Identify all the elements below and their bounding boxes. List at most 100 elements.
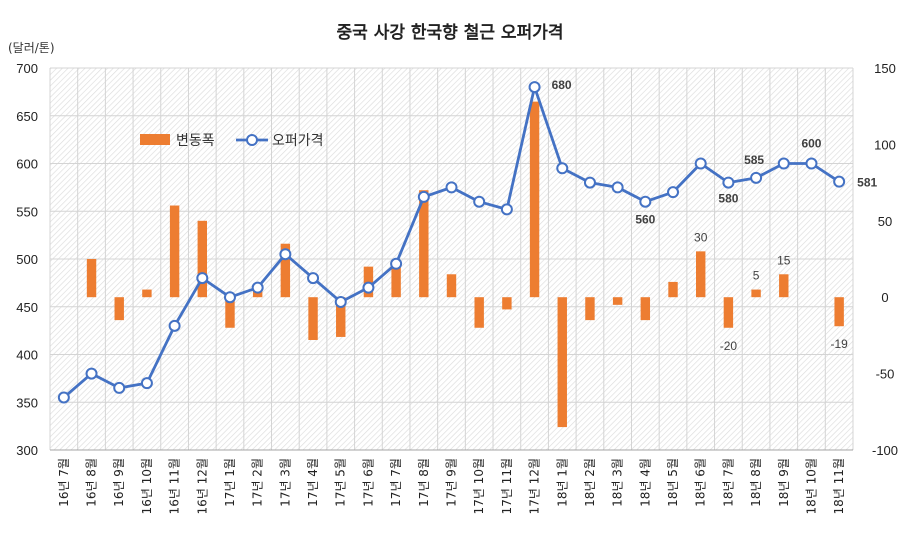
line-point (196, 272, 209, 285)
bar-변동폭 (280, 243, 291, 298)
line-point (528, 81, 541, 94)
x-tick-label: 17년 7월 (389, 458, 403, 507)
line-point (833, 175, 846, 188)
x-tick-label: 17년 12월 (528, 458, 542, 514)
y-left-tick-label: 650 (16, 109, 38, 124)
line-point (667, 186, 680, 199)
x-tick-label: 17년 2월 (251, 458, 265, 507)
bar-변동폭 (308, 297, 318, 340)
y-right-tick-label: -50 (876, 367, 895, 382)
line-point (805, 157, 818, 170)
line-point (556, 162, 569, 175)
y-left-tick-label: 300 (16, 443, 38, 458)
bar-변동폭 (197, 220, 208, 298)
x-tick-label: 18년 3월 (611, 458, 625, 507)
x-tick-label: 17년 10월 (472, 458, 486, 514)
legend-swatch-marker (246, 134, 258, 146)
line-point (777, 157, 790, 170)
y-unit-label: (달러/톤) (8, 41, 55, 55)
line-point (362, 281, 375, 294)
bar-data-label: -20 (720, 339, 738, 353)
x-tick-label: 16년 9월 (112, 458, 126, 507)
axis-layer: 300 350 400 450 500 550 600 650 700 -100 -50 0 50 100… (16, 61, 898, 514)
line-data-label: 581 (857, 176, 877, 190)
line-point (113, 381, 126, 394)
y-right-tick-label: -100 (872, 443, 898, 458)
bar-layer (86, 101, 844, 428)
line-point (390, 257, 403, 270)
bar-data-label: 30 (694, 230, 708, 244)
x-tick-label: 17년 6월 (361, 458, 375, 507)
legend-swatch-bar (140, 134, 170, 145)
bar-변동폭 (612, 297, 623, 305)
x-tick-label: 16년 7월 (57, 458, 71, 507)
bar-변동폭 (751, 289, 761, 298)
bar-변동폭 (557, 297, 567, 428)
x-tick-label: 16년 10월 (140, 458, 154, 514)
bar-변동폭 (114, 297, 124, 321)
legend-label-bar: 변동폭 (176, 133, 215, 149)
x-tick-label: 16년 11월 (168, 458, 182, 514)
line-point (639, 195, 652, 208)
line-point (722, 176, 735, 189)
bar-data-label: 5 (753, 269, 760, 283)
chart-title: 중국 사강 한국향 철근 오퍼가격 (337, 22, 564, 43)
x-tick-label: 16년 8월 (85, 458, 99, 507)
line-data-label: 680 (552, 78, 572, 92)
line-point (500, 203, 513, 216)
y-right-tick-label: 100 (874, 137, 896, 152)
bar-변동폭 (529, 101, 540, 298)
x-tick-label: 17년 3월 (278, 458, 292, 507)
line-point (251, 281, 264, 294)
bar-data-label: 15 (777, 253, 791, 267)
line-point (57, 391, 70, 404)
line-point (168, 319, 181, 332)
line-data-label: 600 (801, 137, 821, 151)
x-tick-label: 17년 8월 (417, 458, 431, 507)
line-data-label: 580 (718, 192, 738, 206)
y-right-tick-label: 50 (878, 214, 892, 229)
line-point (334, 295, 347, 308)
line-point (279, 248, 292, 261)
line-point (611, 181, 624, 194)
line-point (583, 176, 596, 189)
y-right-tick-label: 150 (874, 61, 896, 76)
x-tick-label: 18년 9월 (777, 458, 791, 507)
line-point (473, 195, 486, 208)
bar-변동폭 (446, 274, 457, 298)
bar-변동폭 (225, 297, 235, 328)
bar-변동폭 (142, 289, 152, 298)
x-tick-label: 18년 10월 (804, 458, 818, 514)
data-label-layer: 680 560 580 585 600 581 30 -20 5 15 -19 (552, 78, 878, 353)
line-data-label: 585 (744, 153, 764, 167)
y-left-tick-label: 600 (16, 157, 38, 172)
line-layer (57, 81, 846, 404)
legend: 변동폭 오퍼가격 (140, 133, 324, 149)
bar-변동폭 (779, 274, 789, 298)
bar-변동폭 (834, 297, 844, 327)
x-tick-label: 18년 1월 (555, 458, 569, 507)
y-left-tick-label: 350 (16, 395, 38, 410)
y-left-tick-label: 550 (16, 204, 38, 219)
line-point (85, 367, 98, 380)
bar-data-label: -19 (830, 337, 848, 351)
x-tick-label: 17년 1월 (223, 458, 237, 507)
line-point (417, 190, 430, 203)
x-tick-label: 17년 4월 (306, 458, 320, 507)
line-point (140, 377, 153, 390)
legend-label-line: 오퍼가격 (272, 133, 324, 149)
bar-변동폭 (474, 297, 484, 328)
line-point (307, 272, 320, 285)
line-point (694, 157, 707, 170)
bar-변동폭 (668, 281, 678, 298)
line-point (445, 181, 458, 194)
x-tick-label: 18년 6월 (694, 458, 708, 507)
line-point (750, 171, 763, 184)
bar-변동폭 (695, 251, 706, 298)
y-left-tick-label: 450 (16, 300, 38, 315)
bar-변동폭 (169, 205, 180, 298)
y-right-tick-label: 0 (881, 290, 888, 305)
bar-변동폭 (391, 266, 401, 298)
